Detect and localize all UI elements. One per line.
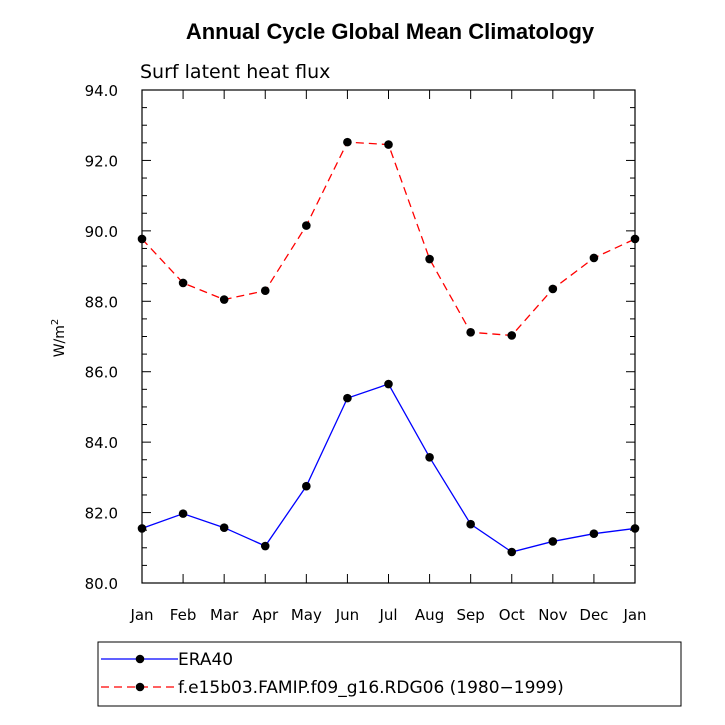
series-1-point <box>343 393 352 403</box>
series-2-point <box>260 286 270 296</box>
series-1-point <box>302 481 311 491</box>
series-line-2 <box>141 141 636 337</box>
legend-marker-1 <box>135 654 145 664</box>
series-2-point <box>178 278 188 288</box>
y-tick-label: 92.0 <box>85 152 118 170</box>
y-tick-label: 82.0 <box>85 505 118 523</box>
x-tick-label: May <box>291 606 322 624</box>
series-2-point <box>384 140 393 149</box>
series-2-point <box>548 284 558 294</box>
y-tick-label: 80.0 <box>85 575 118 593</box>
y-tick-label: 84.0 <box>85 434 118 452</box>
legend-label-1: ERA40 <box>178 650 233 670</box>
series-1-point <box>507 547 517 557</box>
x-tick-label: Feb <box>170 606 197 624</box>
series-2-point <box>425 254 434 264</box>
legend-label-2: f.e15b03.FAMIP.f09_g16.RDG06 (1980−1999) <box>178 678 564 698</box>
x-tick-label: Jun <box>335 606 359 624</box>
series-1-point <box>137 524 147 533</box>
x-tick-label: Jan <box>129 606 153 624</box>
series-2-point <box>466 327 475 337</box>
x-tick-label: Jul <box>378 606 397 624</box>
y-tick-label: 90.0 <box>85 223 118 241</box>
series-layer <box>137 137 640 557</box>
plot-axes: Jan Feb Mar Apr May Jun Jul Aug Sep Oct Nov Dec Jan 8… <box>85 82 647 624</box>
series-2-point <box>302 221 311 230</box>
x-tick-label: Aug <box>415 606 444 624</box>
y-tick-label: 88.0 <box>85 293 118 311</box>
chart-subtitle: Surf latent heat flux <box>140 61 330 83</box>
series-1-point <box>260 541 270 551</box>
series-1-point <box>630 524 640 533</box>
x-tick-label: Dec <box>579 606 608 624</box>
series-2-point <box>219 295 229 304</box>
series-2-point <box>343 137 352 147</box>
series-2-point <box>630 234 640 244</box>
series-1-point <box>548 537 558 546</box>
y-tick-label: 94.0 <box>85 82 118 100</box>
legend: ERA40 f.e15b03.FAMIP.f09_g16.RDG06 (1980−… <box>97 641 682 707</box>
x-tick-label: Oct <box>499 606 525 624</box>
series-1-point <box>219 523 229 533</box>
series-line-1 <box>141 383 636 553</box>
series-1-point <box>466 519 475 529</box>
legend-marker-2 <box>135 682 145 692</box>
plot-frame <box>141 89 636 584</box>
x-tick-label: Jan <box>622 606 646 624</box>
series-1-point <box>589 529 599 538</box>
x-tick-label: Apr <box>252 606 279 624</box>
y-axis-label-superscript: 2 <box>50 319 61 325</box>
series-1-point <box>384 379 393 389</box>
y-tick-label: 86.0 <box>85 364 118 382</box>
series-2-point <box>589 253 599 263</box>
series-2-point <box>507 331 517 340</box>
x-tick-label: Mar <box>210 606 239 624</box>
series-1-point <box>178 509 188 518</box>
y-axis-label-base: W/m <box>52 325 68 357</box>
x-tick-label: Sep <box>457 606 485 624</box>
y-axis-label: W/m2 <box>50 319 68 358</box>
legend-box <box>97 641 682 707</box>
x-tick-label: Nov <box>538 606 567 624</box>
chart-title: Annual Cycle Global Mean Climatology <box>186 19 595 44</box>
series-1-point <box>425 452 434 462</box>
series-2-point <box>137 234 147 244</box>
